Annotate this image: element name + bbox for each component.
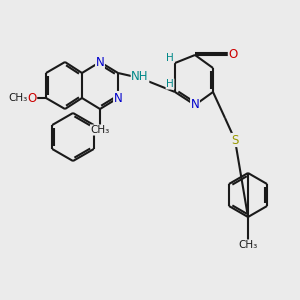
Text: O: O [27, 92, 37, 104]
Text: CH₃: CH₃ [90, 125, 110, 135]
Text: O: O [228, 49, 238, 62]
Text: N: N [96, 56, 104, 68]
Text: H: H [166, 53, 174, 63]
Text: CH₃: CH₃ [8, 93, 28, 103]
Text: N: N [190, 98, 200, 112]
Text: N: N [114, 92, 122, 104]
Text: H: H [166, 79, 174, 89]
Text: NH: NH [131, 70, 149, 83]
Text: CH₃: CH₃ [238, 240, 258, 250]
Text: S: S [231, 134, 239, 146]
